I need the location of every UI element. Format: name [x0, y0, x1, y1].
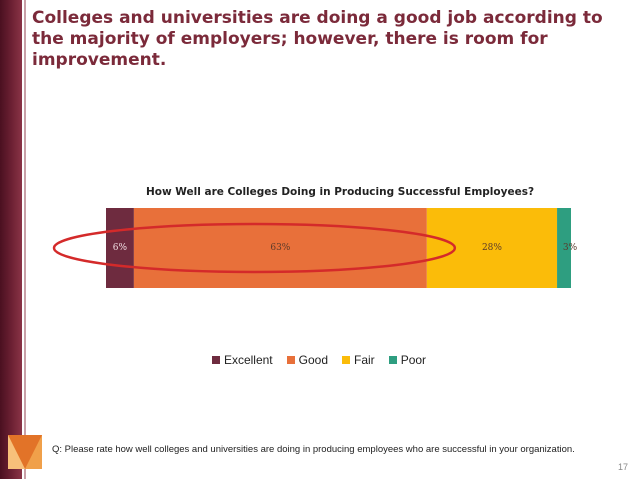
legend-label-fair: Fair	[354, 353, 375, 367]
slide-title: Colleges and universities are doing a go…	[32, 8, 603, 70]
legend-item-good: Good	[286, 353, 329, 367]
survey-question: Q: Please rate how well colleges and uni…	[52, 444, 575, 455]
legend-label-poor: Poor	[400, 353, 427, 367]
data-label-good: 63%	[270, 243, 290, 253]
bar-segment-fair	[426, 208, 558, 288]
data-label-fair: 28%	[482, 243, 502, 253]
legend-label-excellent: Excellent	[223, 353, 273, 367]
legend-swatch-poor	[388, 356, 397, 364]
slide-left-accent-bar	[0, 0, 22, 479]
data-label-poor: 3%	[563, 243, 578, 253]
bar-segment-good	[133, 208, 427, 288]
legend-item-excellent: Excellent	[211, 353, 273, 367]
legend-item-fair: Fair	[342, 353, 375, 367]
chart-legend: Excellent Good Fair Poor	[0, 353, 638, 367]
legend-swatch-excellent	[211, 356, 220, 364]
company-logo-icon	[8, 435, 42, 469]
legend-swatch-fair	[342, 356, 351, 364]
data-label-excellent: 6%	[113, 243, 128, 253]
bar-segment-excellent	[106, 208, 134, 288]
legend-label-good: Good	[298, 353, 329, 367]
highlight-ellipse	[52, 222, 457, 274]
chart-title: How Well are Colleges Doing in Producing…	[145, 186, 535, 198]
page-number: 17	[617, 462, 628, 472]
legend-swatch-good	[286, 356, 295, 364]
slide-left-accent-line	[24, 0, 26, 479]
legend-item-poor: Poor	[388, 353, 427, 367]
bar-segment-poor	[557, 208, 571, 288]
